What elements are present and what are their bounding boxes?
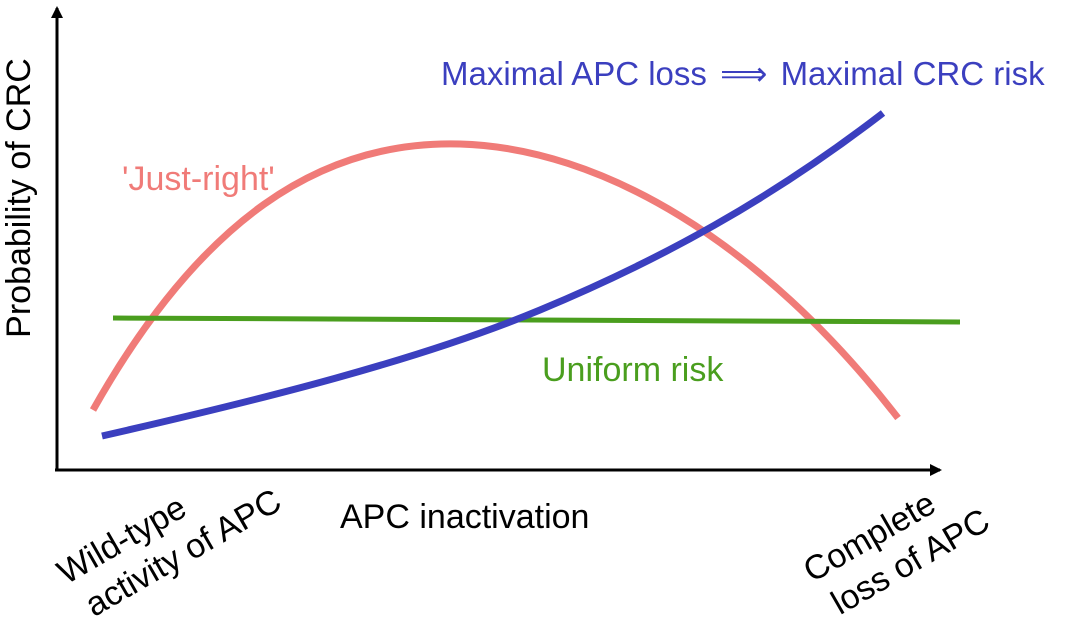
- uniform-risk-label: Uniform risk: [542, 351, 724, 389]
- just-right-curve: [89, 140, 901, 421]
- maximal-loss-label-left: Maximal APC loss: [441, 55, 707, 92]
- x-axis-label: APC inactivation: [340, 498, 589, 536]
- x-right-label: Complete loss of APC: [797, 484, 996, 622]
- maximal-loss-label: Maximal APC loss ⟹ Maximal CRC risk: [441, 55, 1045, 92]
- maximal-loss-label-right: Maximal CRC risk: [781, 55, 1046, 92]
- uniform-risk-curve: [112, 315, 961, 325]
- implies-arrow-icon: ⟹: [720, 55, 767, 92]
- x-left-label: Wild-type activity of APC: [51, 482, 288, 623]
- just-right-label: 'Just-right': [122, 160, 275, 198]
- y-axis-label: Probability of CRC: [0, 58, 38, 338]
- maximal-loss-curve: [101, 110, 886, 440]
